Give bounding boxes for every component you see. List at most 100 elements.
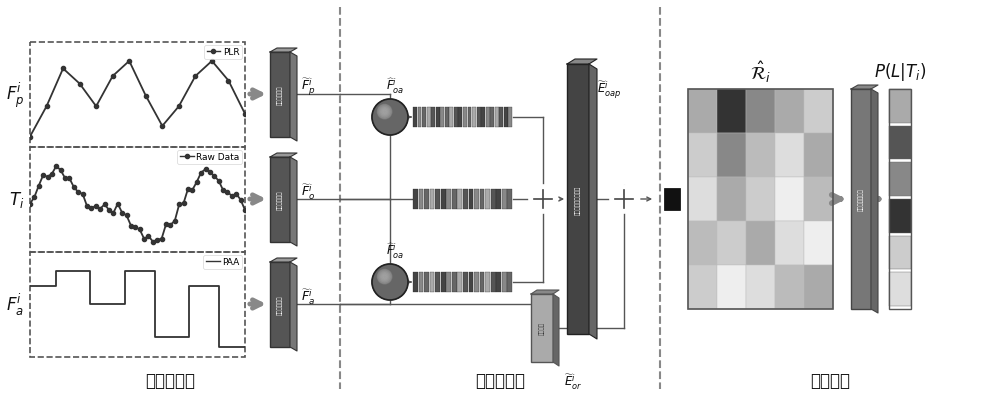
- Bar: [889, 236, 911, 270]
- Bar: [424, 190, 429, 209]
- Circle shape: [379, 106, 391, 118]
- Polygon shape: [270, 258, 297, 262]
- Text: $\hat{\mathcal{R}}_i$: $\hat{\mathcal{R}}_i$: [750, 59, 771, 85]
- Bar: [468, 108, 471, 128]
- Bar: [502, 190, 507, 209]
- Bar: [469, 272, 473, 292]
- Bar: [454, 108, 458, 128]
- Bar: [775, 90, 804, 134]
- Bar: [477, 108, 480, 128]
- Bar: [474, 272, 479, 292]
- Circle shape: [383, 110, 387, 114]
- Text: 一维卷积网络: 一维卷积网络: [277, 294, 283, 314]
- Bar: [485, 190, 490, 209]
- Bar: [480, 272, 484, 292]
- Bar: [441, 190, 446, 209]
- Bar: [445, 108, 449, 128]
- Bar: [469, 190, 473, 209]
- Bar: [435, 272, 440, 292]
- Polygon shape: [270, 154, 297, 158]
- Polygon shape: [290, 53, 297, 142]
- Bar: [504, 108, 508, 128]
- Bar: [419, 272, 423, 292]
- Text: $F_p^i$: $F_p^i$: [6, 80, 24, 109]
- Bar: [717, 90, 746, 134]
- Bar: [746, 134, 775, 178]
- Bar: [418, 108, 421, 128]
- Text: $\widetilde{F}_o^i$: $\widetilde{F}_o^i$: [301, 182, 315, 201]
- Polygon shape: [589, 65, 597, 339]
- Bar: [717, 221, 746, 265]
- Bar: [419, 190, 423, 209]
- Bar: [688, 134, 717, 178]
- Bar: [746, 90, 775, 134]
- Bar: [430, 190, 434, 209]
- Text: $\widetilde{F}_a^i$: $\widetilde{F}_a^i$: [301, 287, 315, 306]
- Bar: [502, 272, 507, 292]
- Bar: [664, 188, 680, 211]
- Bar: [270, 158, 290, 242]
- Text: 数据分类: 数据分类: [810, 371, 850, 389]
- Bar: [485, 272, 490, 292]
- Bar: [435, 190, 440, 209]
- Bar: [688, 90, 833, 309]
- Bar: [889, 126, 911, 160]
- Bar: [507, 272, 512, 292]
- Circle shape: [610, 186, 638, 213]
- Circle shape: [372, 100, 408, 136]
- Bar: [446, 272, 451, 292]
- Bar: [458, 108, 462, 128]
- Bar: [804, 178, 833, 221]
- Text: 一维卷积网络: 一维卷积网络: [277, 85, 283, 105]
- Bar: [804, 90, 833, 134]
- Bar: [472, 108, 476, 128]
- Bar: [270, 53, 290, 138]
- Bar: [452, 272, 457, 292]
- Text: 多表征编码: 多表征编码: [145, 371, 195, 389]
- Bar: [270, 262, 290, 347]
- Polygon shape: [270, 49, 297, 53]
- Circle shape: [379, 271, 391, 283]
- Bar: [496, 190, 501, 209]
- Bar: [775, 134, 804, 178]
- Bar: [413, 190, 418, 209]
- Bar: [889, 90, 911, 309]
- Circle shape: [377, 270, 392, 284]
- Polygon shape: [290, 262, 297, 351]
- Polygon shape: [567, 60, 597, 65]
- Bar: [481, 108, 485, 128]
- Bar: [463, 108, 467, 128]
- Bar: [424, 272, 429, 292]
- Text: $\widehat{F}_{oa}^i$: $\widehat{F}_{oa}^i$: [386, 76, 404, 96]
- Circle shape: [372, 264, 408, 300]
- Polygon shape: [290, 158, 297, 246]
- Bar: [688, 221, 717, 265]
- Bar: [746, 265, 775, 309]
- Bar: [463, 272, 468, 292]
- Text: $\widetilde{E}_{or}^i$: $\widetilde{E}_{or}^i$: [564, 372, 582, 391]
- Bar: [746, 178, 775, 221]
- Bar: [463, 190, 468, 209]
- Bar: [499, 108, 503, 128]
- Bar: [717, 178, 746, 221]
- Text: $T_i$: $T_i$: [9, 190, 24, 209]
- Polygon shape: [851, 86, 878, 90]
- Bar: [440, 108, 444, 128]
- Bar: [507, 190, 512, 209]
- Bar: [889, 163, 911, 196]
- Bar: [496, 272, 501, 292]
- Bar: [688, 178, 717, 221]
- Text: $\widehat{F}_{oa}^i$: $\widehat{F}_{oa}^i$: [386, 241, 404, 260]
- Bar: [889, 200, 911, 233]
- Bar: [717, 134, 746, 178]
- Bar: [851, 90, 871, 309]
- Circle shape: [381, 109, 388, 115]
- Bar: [480, 190, 484, 209]
- Bar: [804, 221, 833, 265]
- Bar: [804, 134, 833, 178]
- Circle shape: [380, 272, 389, 282]
- Circle shape: [380, 108, 389, 117]
- Bar: [431, 108, 435, 128]
- Bar: [452, 190, 457, 209]
- Text: $F_a^i$: $F_a^i$: [6, 291, 24, 317]
